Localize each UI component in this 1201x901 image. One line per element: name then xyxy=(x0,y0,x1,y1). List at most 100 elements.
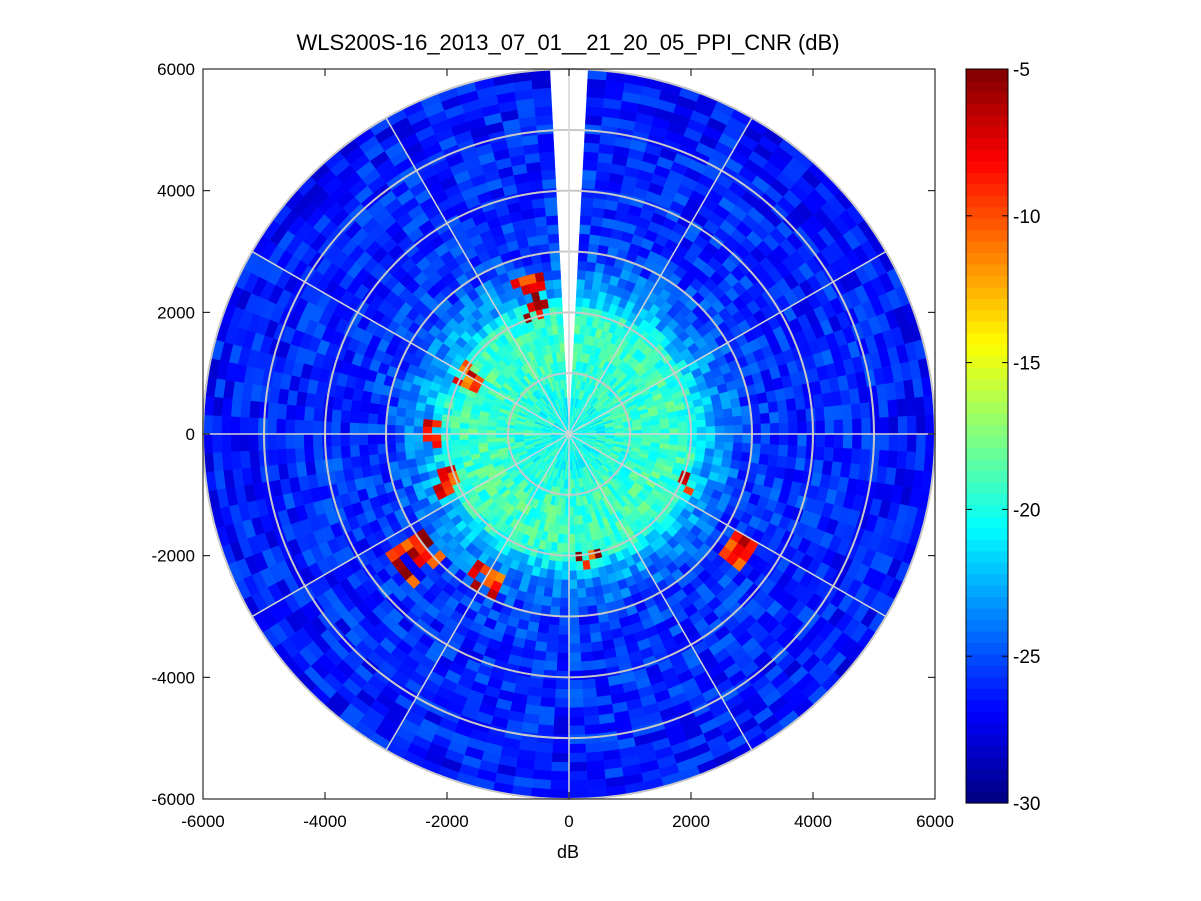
cnr-cell xyxy=(568,588,578,599)
cnr-cell xyxy=(580,196,595,208)
cnr-cell xyxy=(431,440,442,449)
colorbar-swatch xyxy=(966,585,1008,598)
cnr-cell xyxy=(832,447,844,463)
cnr-cell xyxy=(888,416,899,435)
cnr-cell xyxy=(303,447,315,462)
cnr-cell xyxy=(678,433,689,441)
colorbar-swatch xyxy=(966,126,1008,139)
cnr-cell xyxy=(859,449,871,466)
cnr-cell xyxy=(395,442,406,453)
cnr-cell xyxy=(359,400,371,414)
cnr-cell xyxy=(239,433,250,452)
colorbar-swatch xyxy=(966,103,1008,116)
cnr-cell xyxy=(760,433,771,445)
cnr-cell xyxy=(543,270,553,282)
cnr-cell xyxy=(537,133,554,144)
cnr-cell xyxy=(548,306,557,318)
cnr-cell xyxy=(687,427,698,435)
colorbar-swatch xyxy=(966,229,1008,242)
cnr-cell xyxy=(925,414,936,435)
azimuth-spoke xyxy=(568,433,887,618)
cnr-cell xyxy=(759,412,771,425)
cnr-cell xyxy=(788,433,798,447)
cnr-cell xyxy=(534,641,548,653)
cnr-cell xyxy=(660,433,670,440)
x-tick-label: 2000 xyxy=(672,812,710,831)
cnr-cell xyxy=(696,433,707,442)
colorbar-swatch xyxy=(966,263,1008,277)
colorbar-swatch xyxy=(966,791,1008,804)
cnr-cell xyxy=(696,440,707,449)
cnr-cell xyxy=(887,450,899,469)
cnr-cell xyxy=(584,577,594,589)
cnr-cell xyxy=(540,696,556,708)
cnr-cell xyxy=(776,455,788,469)
cnr-cell xyxy=(550,597,561,608)
cnr-cell xyxy=(550,315,558,327)
colorbar-swatch xyxy=(966,321,1008,334)
cnr-cell xyxy=(785,456,797,470)
cnr-cell xyxy=(266,433,277,450)
cnr-cell xyxy=(546,633,559,644)
cnr-cell xyxy=(824,433,835,449)
colorbar-swatch xyxy=(966,688,1008,701)
cnr-cell xyxy=(541,687,556,699)
cnr-cell xyxy=(385,424,396,435)
cnr-cell xyxy=(591,576,602,588)
cnr-cell xyxy=(841,404,853,420)
cnr-cell xyxy=(577,260,588,271)
colorbar-swatch xyxy=(966,470,1008,483)
cnr-cell xyxy=(257,433,268,451)
cnr-cell xyxy=(275,418,286,435)
cnr-cell xyxy=(768,444,780,457)
cnr-cell xyxy=(581,178,597,190)
cnr-cell xyxy=(541,178,557,190)
colorbar-swatch xyxy=(966,699,1008,712)
cnr-cell xyxy=(258,449,269,467)
cnr-cell xyxy=(551,269,562,280)
cnr-cell xyxy=(535,632,549,643)
cnr-cell xyxy=(568,570,577,581)
colorbar-swatch xyxy=(966,745,1008,758)
cnr-cell xyxy=(551,588,562,599)
cnr-cell xyxy=(539,706,555,717)
cnr-cell xyxy=(914,451,926,472)
cnr-cell xyxy=(553,569,563,581)
colorbar-swatch xyxy=(966,539,1008,552)
cnr-cell xyxy=(575,569,585,581)
cnr-cell xyxy=(340,445,351,459)
colorbar-swatch xyxy=(966,527,1008,540)
cnr-cell xyxy=(552,578,562,590)
cnr-cell xyxy=(537,724,554,735)
cnr-cell xyxy=(733,424,744,435)
cnr-cell xyxy=(413,425,424,435)
cnr-cell xyxy=(582,559,591,571)
cnr-cell xyxy=(440,427,451,435)
cnr-cell xyxy=(545,215,559,226)
azimuth-spoke xyxy=(568,250,887,435)
cnr-cell xyxy=(535,114,553,126)
cnr-cell xyxy=(581,187,596,199)
cnr-cell xyxy=(559,597,570,608)
cnr-cell xyxy=(555,670,570,681)
colorbar-swatch xyxy=(966,206,1008,219)
cnr-cell xyxy=(404,441,415,452)
cnr-cell xyxy=(537,623,550,634)
cnr-cell xyxy=(459,439,470,446)
cnr-cell xyxy=(331,408,342,423)
cnr-cell xyxy=(543,196,558,208)
cnr-cell xyxy=(896,398,908,418)
cnr-cell xyxy=(916,415,927,435)
cnr-cell xyxy=(431,426,442,435)
cnr-cell xyxy=(531,778,552,790)
cnr-cell xyxy=(794,396,806,411)
cnr-cell xyxy=(751,433,762,445)
cnr-cell xyxy=(583,142,600,153)
cnr-cell xyxy=(294,419,305,435)
cnr-cell xyxy=(551,752,570,763)
cnr-cell xyxy=(589,632,603,643)
cnr-cell xyxy=(842,418,853,435)
cnr-cell xyxy=(905,451,917,471)
cnr-cell xyxy=(404,449,416,460)
cnr-cell xyxy=(704,410,715,420)
